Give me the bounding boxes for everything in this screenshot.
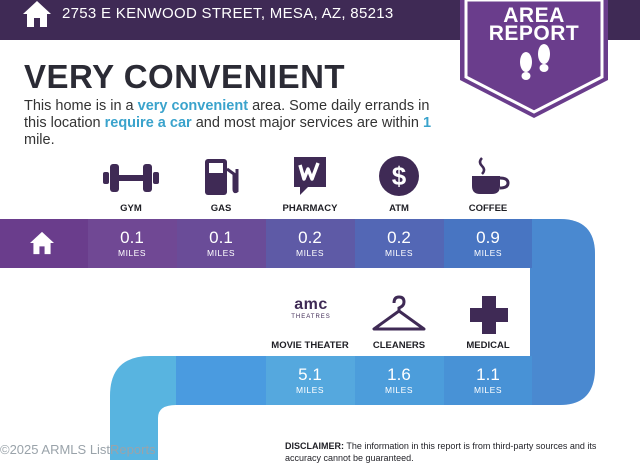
medical-cross-icon (470, 296, 508, 334)
convenience-description: This home is in a very convenient area. … (24, 98, 432, 148)
pharmacy-label: PHARMACY (282, 203, 338, 214)
gas-distance-cell (177, 219, 266, 268)
area-report-badge (460, 0, 608, 118)
property-address: 2753 E KENWOOD STREET, MESA, AZ, 85213 (62, 5, 394, 22)
disclaimer: DISCLAIMER: The information in this repo… (285, 441, 597, 463)
coffee-distance: 0.9 MILES (473, 228, 502, 259)
coffee-cup-icon (472, 157, 510, 194)
atm-label: ATM (389, 203, 409, 214)
movie-theater-distance-cell (266, 356, 355, 405)
badge-title-line1: AREA (503, 4, 565, 27)
gas-label: GAS (210, 203, 232, 214)
medical-distance: 1.1 MILES (473, 365, 502, 396)
page-title: VERY CONVENIENT (24, 58, 346, 95)
footprints-icon (520, 44, 550, 80)
dumbbell-icon (103, 164, 159, 192)
atm-distance-cell (355, 219, 444, 268)
home-marker-icon (30, 231, 54, 255)
footer-watermark: ©2025 ARMLS ListReports (0, 442, 156, 457)
dollar-icon: $ (379, 156, 419, 196)
gas-pump-icon (205, 159, 239, 195)
medical-distance-cell (444, 356, 532, 405)
coffee-distance-cell (444, 219, 532, 268)
gas-distance: 0.1 MILES (206, 228, 235, 259)
pharmacy-distance-cell (266, 219, 355, 268)
pharmacy-icon (294, 157, 326, 195)
home-icon (23, 1, 51, 27)
atm-distance: 0.2 MILES (384, 228, 413, 259)
cleaners-label: CLEANERS (372, 340, 426, 351)
movie-theater-distance: 5.1 MILES (295, 365, 324, 396)
gym-distance: 0.1 MILES (117, 228, 146, 259)
cleaners-distance: 1.6 MILES (384, 365, 413, 396)
movie-theater-label: MOVIE THEATER (271, 340, 349, 351)
amc-theatres-icon: amc THEATRES (291, 296, 331, 321)
gym-distance-cell (88, 219, 177, 268)
gym-label: GYM (120, 203, 142, 214)
medical-label: MEDICAL (466, 340, 510, 351)
pharmacy-distance: 0.2 MILES (295, 228, 324, 259)
hanger-icon (372, 295, 426, 331)
badge-title-line2: REPORT (488, 22, 580, 45)
cleaners-distance-cell (355, 356, 444, 405)
coffee-label: COFFEE (468, 203, 508, 214)
